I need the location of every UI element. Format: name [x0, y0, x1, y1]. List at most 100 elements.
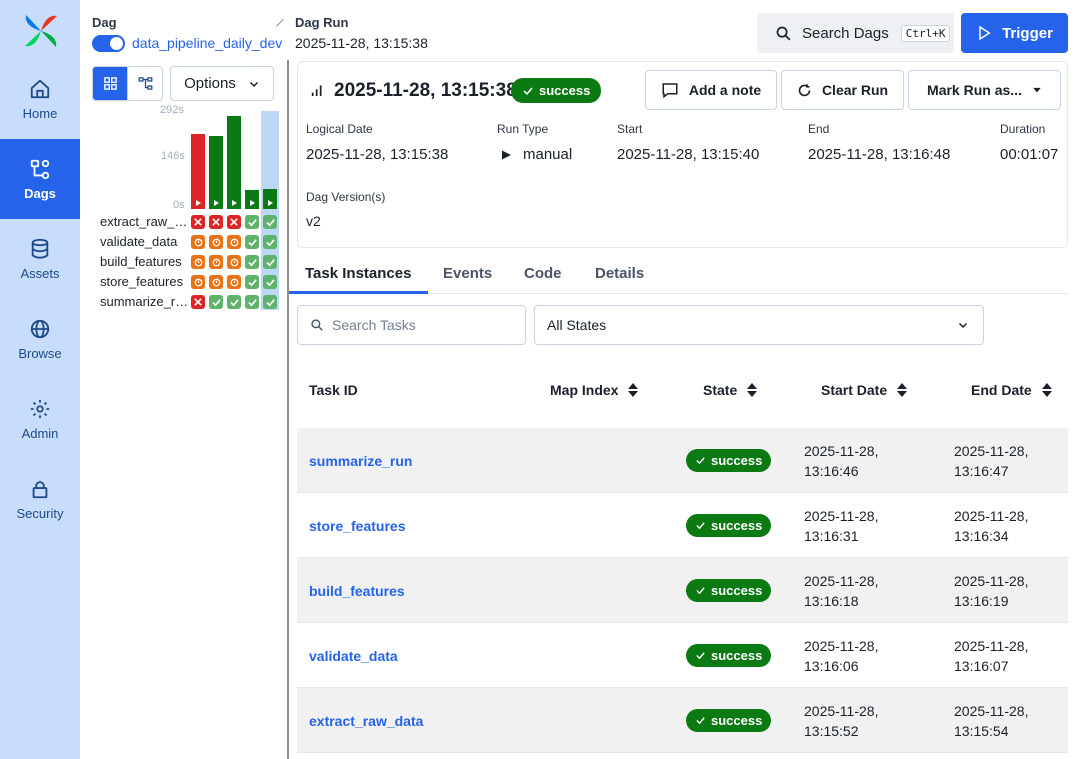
run-duration-bar[interactable] — [191, 134, 205, 209]
states-select[interactable]: All States — [534, 305, 984, 345]
task-status-cell[interactable] — [245, 295, 259, 309]
dag-pause-toggle[interactable] — [92, 35, 125, 52]
options-dropdown[interactable]: Options — [170, 66, 274, 101]
graph-view-button[interactable] — [127, 66, 163, 101]
check-icon — [523, 87, 533, 95]
add-note-button[interactable]: Add a note — [645, 70, 777, 110]
search-dags-label: Search Dags — [802, 24, 889, 42]
tab-task-instances[interactable]: Task Instances — [305, 265, 412, 282]
task-status-cell[interactable] — [209, 275, 223, 289]
start-time: 13:16:18 — [804, 593, 859, 609]
end-time: 13:15:54 — [954, 723, 1009, 739]
upstream-failed-icon — [230, 278, 238, 286]
airflow-logo[interactable] — [22, 12, 60, 50]
sidebar-item-admin[interactable]: Admin — [0, 379, 80, 459]
search-tasks-input[interactable]: Search Tasks — [297, 305, 526, 345]
sidebar-item-security[interactable]: Security — [0, 459, 80, 539]
table-row: store_features success 2025-11-28, 13:16:… — [297, 493, 1068, 558]
sidebar-item-label: Assets — [20, 265, 60, 281]
grid-task-label[interactable]: extract_raw_… — [100, 214, 188, 229]
clear-run-button[interactable]: Clear Run — [781, 70, 904, 110]
mark-run-label: Mark Run as... — [927, 82, 1022, 98]
task-link[interactable]: build_features — [309, 583, 405, 599]
play-mini-icon — [250, 200, 255, 206]
start-label: Start — [617, 122, 643, 136]
task-status-cell[interactable] — [245, 275, 259, 289]
grid-task-label[interactable]: store_features — [100, 274, 184, 289]
task-link[interactable]: extract_raw_data — [309, 713, 424, 729]
task-status-cell[interactable] — [245, 255, 259, 269]
task-status-cell[interactable] — [191, 255, 205, 269]
run-duration-bar[interactable] — [245, 190, 259, 209]
start-date-cell: 2025-11-28, 13:16:06 — [804, 636, 878, 676]
task-status-cell[interactable] — [263, 295, 277, 309]
sidebar-item-assets[interactable]: Assets — [0, 219, 80, 299]
state-label: success — [711, 583, 763, 598]
states-select-value: All States — [547, 317, 607, 333]
check-icon — [696, 457, 705, 465]
grid-task-label[interactable]: summarize_r… — [100, 294, 188, 309]
end-date: 2025-11-28, — [954, 703, 1029, 719]
check-icon — [247, 278, 257, 286]
task-status-cell[interactable] — [245, 215, 259, 229]
sidebar-item-label: Home — [22, 105, 58, 121]
column-header-end-date[interactable]: End Date — [971, 382, 1052, 398]
task-status-cell[interactable] — [209, 215, 223, 229]
start-time: 13:16:06 — [804, 658, 859, 674]
task-status-cell[interactable] — [227, 255, 241, 269]
task-link[interactable]: summarize_run — [309, 453, 413, 469]
grid-view-button[interactable] — [92, 66, 128, 101]
sidebar-item-label: Security — [16, 505, 64, 521]
task-status-cell[interactable] — [263, 255, 277, 269]
column-header-task-id[interactable]: Task ID — [309, 382, 358, 398]
sidebar-item-home[interactable]: Home — [0, 59, 80, 139]
search-dags-button[interactable]: Search Dags Ctrl+K — [757, 13, 954, 53]
column-header-map-index[interactable]: Map Index — [550, 382, 639, 398]
start-value: 2025-11-28, 13:15:40 — [617, 146, 760, 163]
task-status-cell[interactable] — [263, 275, 277, 289]
chevron-down-icon — [249, 81, 258, 87]
sidebar-item-dags[interactable]: Dags — [0, 139, 80, 219]
run-duration-bar[interactable] — [227, 116, 241, 209]
start-date-cell: 2025-11-28, 13:16:18 — [804, 571, 878, 611]
run-duration-bar[interactable] — [263, 189, 277, 209]
axis-mid-label: 146s — [161, 150, 185, 162]
trigger-button[interactable]: Trigger — [961, 13, 1068, 53]
column-header-start-date[interactable]: Start Date — [821, 382, 908, 398]
grid-task-label[interactable]: validate_data — [100, 234, 178, 249]
task-status-cell[interactable] — [191, 295, 205, 309]
tab-events[interactable]: Events — [443, 265, 493, 282]
dag-link[interactable]: data_pipeline_daily_dev — [132, 35, 283, 51]
sidebar-item-browse[interactable]: Browse — [0, 299, 80, 379]
check-icon — [265, 238, 275, 246]
check-icon — [265, 258, 275, 266]
task-status-cell[interactable] — [209, 235, 223, 249]
task-link[interactable]: store_features — [309, 518, 406, 534]
task-status-cell[interactable] — [209, 295, 223, 309]
task-status-cell[interactable] — [191, 275, 205, 289]
tab-code[interactable]: Code — [524, 265, 562, 282]
task-status-cell[interactable] — [263, 235, 277, 249]
run-duration-bar[interactable] — [209, 136, 223, 209]
task-status-cell[interactable] — [263, 215, 277, 229]
grid-task-label[interactable]: build_features — [100, 254, 182, 269]
column-header-state[interactable]: State — [703, 382, 758, 398]
task-status-cell[interactable] — [227, 275, 241, 289]
add-note-label: Add a note — [688, 82, 762, 98]
sort-icon — [897, 383, 908, 397]
task-status-cell[interactable] — [209, 255, 223, 269]
task-status-cell[interactable] — [227, 215, 241, 229]
logical-date-label: Logical Date — [306, 122, 373, 136]
gear-icon — [30, 399, 50, 418]
task-link[interactable]: validate_data — [309, 648, 398, 664]
task-status-cell[interactable] — [191, 215, 205, 229]
task-status-cell[interactable] — [245, 235, 259, 249]
mark-run-dropdown[interactable]: Mark Run as... — [908, 70, 1061, 110]
tab-details[interactable]: Details — [595, 265, 645, 282]
task-status-cell[interactable] — [191, 235, 205, 249]
start-date: 2025-11-28, — [804, 703, 879, 719]
task-status-cell[interactable] — [227, 235, 241, 249]
options-label: Options — [184, 75, 236, 92]
task-status-cell[interactable] — [227, 295, 241, 309]
pane-divider[interactable] — [287, 60, 289, 759]
